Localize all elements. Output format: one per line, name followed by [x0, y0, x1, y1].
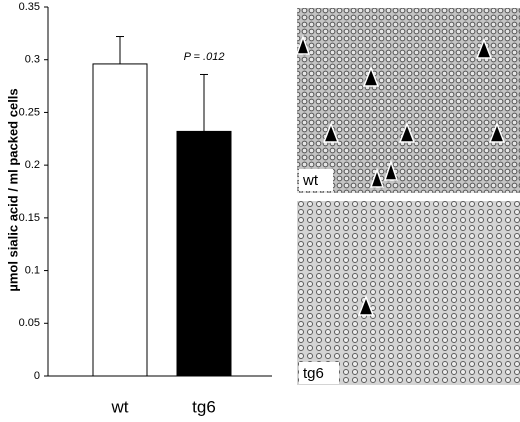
- x-tick-label: tg6: [192, 397, 216, 416]
- label-box: [299, 169, 333, 191]
- y-tick-label: 0.15: [19, 212, 40, 224]
- image-label: tg6: [303, 365, 324, 382]
- bar: [176, 130, 232, 377]
- annotation: P = .012: [184, 51, 225, 63]
- bar: [92, 63, 148, 377]
- y-tick-label: 0.05: [19, 317, 40, 329]
- image-label: wt: [302, 172, 319, 189]
- y-tick-label: 0.25: [19, 106, 40, 118]
- x-tick-label: wt: [111, 397, 129, 416]
- y-axis-label: µmol sialic acid / ml packed cells: [5, 88, 20, 291]
- image-panel: [297, 201, 520, 385]
- image-panel: [297, 8, 520, 193]
- micrograph-wt: wt: [295, 8, 520, 193]
- y-tick-label: 0.35: [19, 1, 40, 13]
- arrowhead: [357, 294, 375, 316]
- y-tick-label: 0.1: [25, 264, 40, 276]
- y-tick-label: 0.2: [25, 159, 40, 171]
- label-box: [299, 362, 339, 384]
- y-tick-label: 0.3: [25, 54, 40, 66]
- y-tick-label: 0: [34, 370, 40, 382]
- arrowheads: [295, 34, 506, 188]
- micrograph-tg6: tg6: [297, 201, 520, 385]
